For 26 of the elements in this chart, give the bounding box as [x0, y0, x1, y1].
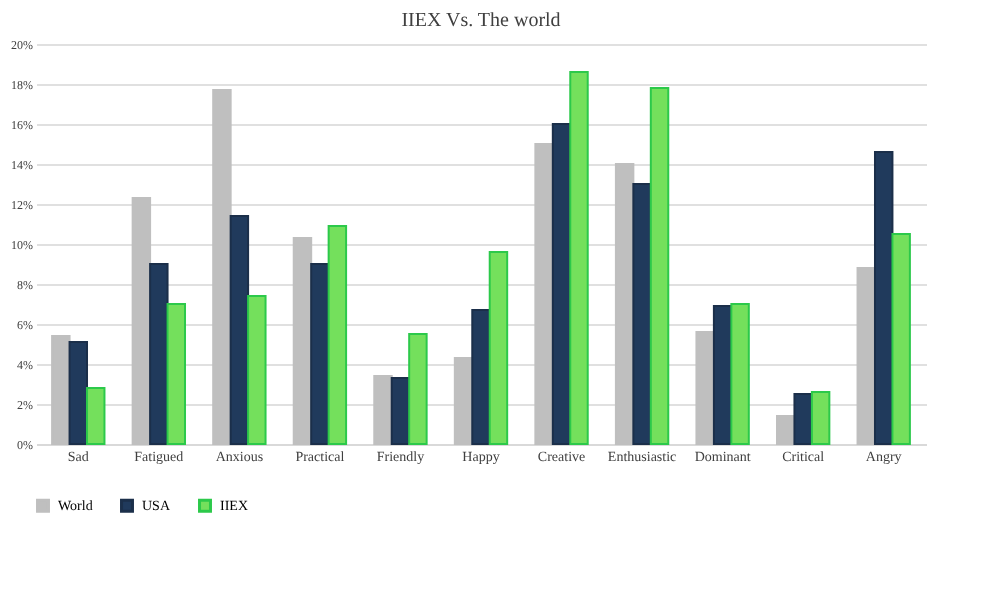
bar — [247, 295, 267, 445]
bar — [793, 393, 813, 445]
bar — [51, 335, 71, 445]
bar — [149, 263, 169, 445]
bar — [534, 143, 554, 445]
bar — [310, 263, 330, 445]
bar — [86, 387, 106, 445]
bar — [166, 303, 186, 445]
bar — [229, 215, 250, 445]
bar — [212, 89, 232, 445]
bar — [569, 71, 589, 445]
bar — [873, 151, 894, 445]
bar — [131, 197, 152, 445]
bar — [891, 233, 911, 445]
bar — [373, 375, 393, 445]
bar — [68, 341, 89, 445]
chart-title: IIEX Vs. The world — [401, 10, 561, 32]
bar — [327, 225, 348, 445]
bar — [408, 333, 428, 445]
bar — [488, 251, 509, 445]
bar — [471, 309, 491, 445]
bar — [649, 87, 670, 445]
bar — [632, 183, 652, 445]
bar — [730, 303, 750, 445]
bar — [695, 331, 715, 445]
bar — [810, 391, 831, 445]
